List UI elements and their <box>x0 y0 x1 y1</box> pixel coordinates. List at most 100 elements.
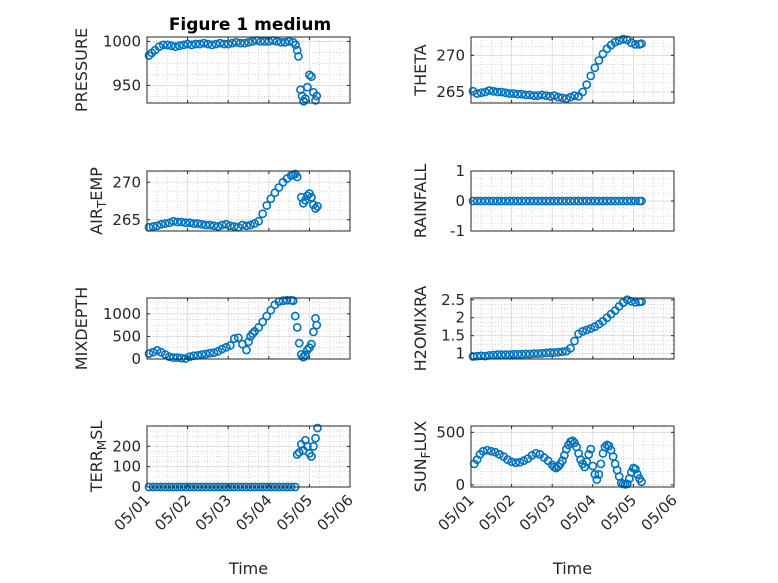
data-point <box>631 196 640 206</box>
y-tick-label: 0 <box>455 476 465 494</box>
data-point <box>476 88 486 98</box>
data-point <box>586 444 596 454</box>
data-point <box>262 311 272 321</box>
data-point <box>197 350 207 359</box>
data-point <box>284 37 294 46</box>
data-point <box>541 196 551 206</box>
data-point <box>507 457 516 467</box>
data-point <box>266 194 276 204</box>
data-point <box>529 349 539 359</box>
data-point <box>513 349 523 359</box>
data-point <box>562 196 571 206</box>
data-point <box>582 80 592 90</box>
data-point <box>148 347 158 357</box>
data-point <box>201 220 211 230</box>
data-point <box>637 477 646 487</box>
data-point <box>492 196 502 206</box>
data-point <box>298 352 308 362</box>
y-tick-label: 0 <box>131 478 141 496</box>
data-point <box>168 216 178 226</box>
data-point <box>594 196 604 206</box>
x-tick-label: 05/05 <box>597 491 640 534</box>
y-tick-label: 2 <box>455 309 465 327</box>
data-point <box>240 38 249 48</box>
x-tick-label: 05/04 <box>556 491 599 534</box>
data-point <box>311 433 320 443</box>
data-point <box>246 220 255 230</box>
data-point <box>173 217 182 227</box>
x-tick-label: 05/02 <box>151 491 194 534</box>
figure-title: Figure 1 medium <box>169 15 331 35</box>
data-point <box>590 196 600 206</box>
y-tick-label: 1000 <box>103 32 141 50</box>
x-tick-label: 05/04 <box>232 491 275 534</box>
data-point <box>292 45 302 55</box>
y-tick-label: 265 <box>112 211 141 229</box>
data-point <box>242 345 251 355</box>
data-point <box>505 350 514 360</box>
data-point <box>248 37 257 46</box>
data-point <box>472 351 482 361</box>
data-point <box>480 87 490 97</box>
data-point <box>179 40 188 50</box>
data-point <box>557 93 567 103</box>
data-point <box>622 295 632 305</box>
data-point <box>557 196 567 206</box>
data-point <box>509 89 519 98</box>
data-point <box>203 39 213 49</box>
data-point <box>197 219 207 229</box>
data-point <box>152 346 162 355</box>
subplot-5: 0 500 1000 MIXDEPTH <box>72 287 351 370</box>
data-point <box>549 91 559 101</box>
data-point <box>517 349 527 359</box>
data-point <box>311 204 320 213</box>
data-point <box>521 196 531 206</box>
y-tick-label: 1 <box>455 162 465 180</box>
data-point <box>302 191 312 201</box>
data-point <box>521 90 531 100</box>
data-point <box>144 349 154 358</box>
data-point <box>622 196 632 206</box>
data-point <box>235 38 245 48</box>
data-point <box>307 339 316 349</box>
data-point <box>304 70 314 80</box>
data-point <box>478 446 488 456</box>
x-tick-label: 05/03 <box>192 491 235 534</box>
data-point <box>570 336 579 346</box>
data-point <box>618 196 628 206</box>
data-point <box>215 38 225 48</box>
data-point <box>254 216 264 226</box>
data-point <box>484 196 494 206</box>
y-axis-label: TERRMSL <box>87 421 109 494</box>
data-point <box>505 196 514 206</box>
data-point <box>626 196 636 206</box>
data-point <box>183 39 192 49</box>
data-point <box>221 219 231 229</box>
data-point <box>537 90 547 100</box>
data-point <box>185 352 195 362</box>
data-point <box>276 37 286 47</box>
x-axis-label: Time <box>552 559 592 578</box>
data-point <box>468 352 478 361</box>
data-point <box>290 311 300 321</box>
subplot-2: 265 270 THETA <box>411 34 675 104</box>
data-point <box>280 37 290 47</box>
data-point <box>162 40 172 50</box>
data-point <box>529 91 539 101</box>
data-point <box>537 348 547 358</box>
data-point <box>501 88 510 98</box>
data-point <box>312 320 322 330</box>
data-point <box>557 456 567 466</box>
data-point <box>217 220 227 230</box>
data-point <box>229 334 239 344</box>
data-point <box>525 90 535 100</box>
y-tick-label: 500 <box>436 423 465 441</box>
data-point <box>154 42 164 52</box>
data-point <box>633 469 642 479</box>
data-point <box>187 40 197 50</box>
y-tick-label: 950 <box>112 76 141 94</box>
data-point <box>482 445 492 455</box>
data-point <box>533 349 543 359</box>
data-point <box>152 221 162 231</box>
data-point <box>578 196 588 206</box>
